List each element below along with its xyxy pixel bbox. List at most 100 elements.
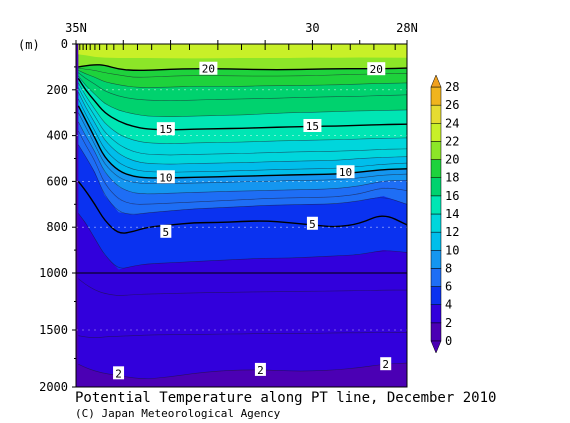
- colorbar-segment: [430, 141, 442, 160]
- colorbar-label: 26: [445, 98, 459, 112]
- isotherm-2: [78, 362, 407, 379]
- band-fill-12: [78, 92, 407, 173]
- colorbar-label: 18: [445, 171, 459, 185]
- band-fill-3: [78, 278, 407, 338]
- colorbar-segment: [430, 123, 442, 142]
- colorbar-label: 14: [445, 207, 459, 221]
- y-tick-label: 400: [46, 129, 68, 143]
- y-tick-label: 800: [46, 220, 68, 234]
- colorbar-label: 20: [445, 153, 459, 167]
- band-fill-19: [78, 68, 407, 88]
- contour-label-bg: [380, 357, 392, 371]
- contour-label-bg: [113, 366, 125, 380]
- contour-label-bg: [306, 216, 318, 230]
- isotherm-15: [77, 77, 407, 131]
- band-fill-14: [78, 82, 407, 156]
- y-axis: 0 200 400 600 800 1000 1500 2000: [39, 37, 76, 394]
- temperature-fill-layer: [76, 44, 407, 387]
- colorbar-label: 4: [445, 298, 452, 312]
- colorbar-label: 28: [445, 80, 459, 94]
- y-tick-label: 0: [61, 37, 68, 51]
- colorbar-label: 22: [445, 134, 459, 148]
- colorbar-label: 2: [445, 316, 452, 330]
- isotherm-7: [78, 130, 407, 205]
- contour-label-bg: [254, 362, 266, 376]
- contour-label-bg: [156, 170, 175, 184]
- contour-label-bg: [336, 165, 355, 179]
- colorbar-top-arrow: [430, 74, 442, 88]
- colorbar-label: 6: [445, 280, 452, 294]
- isotherm-18: [78, 70, 407, 88]
- colorbar-segment: [430, 86, 442, 106]
- isotherm-2.5: [78, 331, 407, 338]
- isotherm-9: [78, 112, 407, 184]
- contour-label: 5: [309, 218, 316, 231]
- y-tick-label: 2000: [39, 380, 68, 394]
- isotherm-4: [78, 213, 407, 269]
- y-tick-label: 200: [46, 83, 68, 97]
- reference-lines: [76, 89, 407, 331]
- isotherm-13: [78, 87, 407, 156]
- colorbar-segment: [430, 268, 442, 287]
- band-fill-5: [78, 181, 407, 270]
- contour-label: 2: [115, 367, 122, 380]
- isotherm-19: [78, 67, 407, 78]
- contour-label: 10: [339, 166, 352, 179]
- isotherm-12: [78, 91, 407, 165]
- colorbar-segment: [430, 195, 442, 215]
- contour-label-bg: [367, 62, 386, 76]
- contour-label: 2: [257, 364, 264, 377]
- contour-label: 15: [159, 123, 172, 136]
- colorbar-label: 10: [445, 243, 459, 257]
- colorbar-segment: [430, 104, 442, 124]
- colorbar-label: 0: [445, 334, 452, 348]
- x-axis: 35N 30 28N: [65, 21, 418, 50]
- isotherm-14: [78, 82, 407, 144]
- isotherm-11: [78, 98, 407, 173]
- colorbar-label: 24: [445, 116, 459, 130]
- colorbar-segment: [430, 286, 442, 305]
- band-fill-15: [78, 78, 407, 144]
- isotherm-17: [78, 72, 407, 101]
- band-fill-16: [78, 76, 407, 130]
- colorbar-segment: [430, 250, 442, 269]
- band-fill-2.5: [78, 332, 407, 380]
- isotherm-16: [78, 75, 407, 117]
- colorbar-label: 16: [445, 189, 459, 203]
- y-tick-label: 1000: [39, 266, 68, 280]
- band-fill-bottom: [78, 363, 407, 387]
- band-fill-17: [78, 72, 407, 117]
- band-fill-13: [78, 87, 407, 165]
- band-fill-20: [78, 64, 407, 78]
- chart-credit: (C) Japan Meteorological Agency: [75, 407, 281, 420]
- contour-label-bg: [303, 118, 322, 132]
- contour-label: 15: [306, 120, 319, 133]
- contour-label-bg: [160, 224, 172, 238]
- contour-label: 5: [163, 226, 170, 239]
- y-tick-label: 600: [46, 174, 68, 188]
- band-fill-18: [78, 70, 407, 101]
- band-fill-warmest: [78, 44, 407, 59]
- x-tick-label: 30: [305, 21, 319, 35]
- contour-label-layer: 20 20 15 15 10 10 5 5 2 2 2: [113, 61, 392, 380]
- isotherm-layer: [77, 64, 407, 379]
- contour-label-bg: [199, 61, 218, 75]
- isotherm-20: [78, 64, 407, 72]
- chart-title: Potential Temperature along PT line, Dec…: [75, 390, 497, 406]
- x-tick-label: 35N: [65, 21, 87, 35]
- isotherm-5: [77, 180, 407, 234]
- x-tick-label: 28N: [396, 21, 418, 35]
- contour-label: 20: [370, 63, 383, 76]
- colorbar-segment: [430, 322, 442, 342]
- colorbar-segment: [430, 231, 442, 251]
- contour-label: 10: [159, 171, 172, 184]
- isotherm-8: [78, 121, 407, 195]
- colorbar-segment: [430, 159, 442, 178]
- colorbar-bottom-arrow: [430, 340, 442, 354]
- colorbar-label: 12: [445, 225, 459, 239]
- colorbar-segment: [430, 304, 442, 324]
- y-axis-unit: (m): [18, 38, 40, 52]
- colorbar-segment: [430, 177, 442, 197]
